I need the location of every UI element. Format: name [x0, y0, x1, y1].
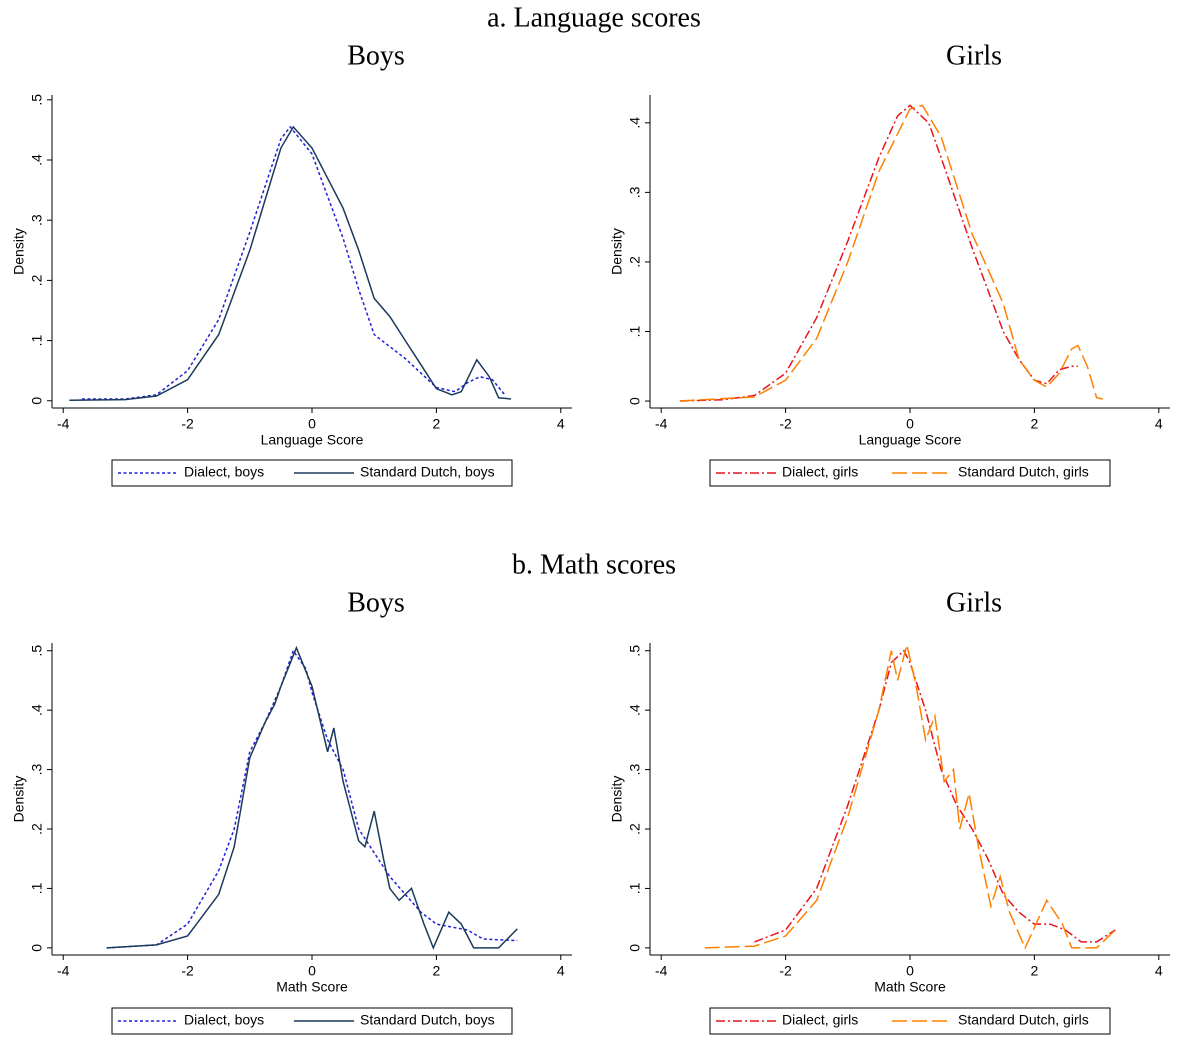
y-tick-label: .4: [29, 154, 45, 166]
y-tick-label: .5: [29, 645, 45, 657]
panel: Girls 0 .1 .2 .3 .4 .5 -4 -2 0 2 4 Math Score Density…: [609, 587, 1170, 1035]
x-tick-label: 0: [308, 416, 316, 432]
legend-label: Standard Dutch, girls: [958, 464, 1089, 480]
legend-label: Dialect, boys: [184, 464, 264, 480]
x-tick-label: -2: [779, 963, 792, 979]
panel-title: Girls: [946, 587, 1002, 618]
y-tick-label: .3: [627, 186, 643, 198]
y-tick-label: .3: [627, 764, 643, 776]
y-tick-label: .3: [29, 214, 45, 226]
x-axis-label: Language Score: [859, 432, 962, 448]
y-tick-label: .2: [627, 823, 643, 835]
density-line: [106, 645, 518, 950]
legend-label: Dialect, girls: [782, 464, 858, 480]
legend-label: Dialect, boys: [184, 1012, 264, 1028]
x-tick-label: 2: [433, 963, 441, 979]
y-tick-label: .4: [29, 704, 45, 716]
y-tick-label: 0: [29, 944, 45, 952]
y-tick-label: .5: [627, 645, 643, 657]
x-tick-label: -4: [57, 963, 70, 979]
y-tick-label: .1: [627, 325, 643, 337]
y-tick-label: 0: [627, 944, 643, 952]
x-tick-label: -4: [57, 416, 70, 432]
y-axis-label: Density: [609, 776, 625, 823]
legend-label: Standard Dutch, boys: [360, 1012, 495, 1028]
x-tick-label: 2: [1031, 416, 1039, 432]
density-line: [69, 125, 512, 401]
density-line: [106, 649, 518, 949]
x-tick-label: 4: [1155, 963, 1163, 979]
y-tick-label: .2: [29, 274, 45, 286]
x-tick-label: 0: [906, 963, 914, 979]
panel-title: Boys: [347, 587, 405, 618]
y-tick-label: .5: [29, 94, 45, 106]
y-tick-label: .4: [627, 704, 643, 716]
x-tick-label: 4: [557, 416, 565, 432]
y-axis-label: Density: [609, 228, 625, 275]
x-tick-label: 4: [1155, 416, 1163, 432]
x-axis-label: Math Score: [276, 979, 348, 995]
x-tick-label: -2: [181, 963, 194, 979]
x-axis-label: Language Score: [261, 432, 364, 448]
panel: Boys 0 .1 .2 .3 .4 .5 -4 -2 0 2 4 Language Score Dens…: [11, 40, 572, 487]
panel: Boys 0 .1 .2 .3 .4 .5 -4 -2 0 2 4 Math Score Density D…: [11, 587, 572, 1035]
density-line: [704, 644, 1116, 950]
legend-label: Dialect, girls: [782, 1012, 858, 1028]
panel-title: Girls: [946, 40, 1002, 71]
density-line: [81, 125, 506, 400]
x-tick-label: 4: [557, 963, 565, 979]
x-tick-label: 0: [308, 963, 316, 979]
y-tick-label: .3: [29, 764, 45, 776]
y-axis-label: Density: [11, 776, 27, 823]
density-line: [679, 104, 1103, 402]
y-tick-label: .4: [627, 117, 643, 129]
legend-label: Standard Dutch, boys: [360, 464, 495, 480]
y-tick-label: .1: [29, 335, 45, 347]
legend-label: Standard Dutch, girls: [958, 1012, 1089, 1028]
x-tick-label: -2: [181, 416, 194, 432]
x-axis-label: Math Score: [874, 979, 946, 995]
y-tick-label: .1: [29, 882, 45, 894]
x-tick-label: -4: [655, 963, 668, 979]
x-tick-label: -4: [655, 416, 668, 432]
y-axis-label: Density: [11, 228, 27, 275]
x-tick-label: 2: [1031, 963, 1039, 979]
y-tick-label: 0: [29, 397, 45, 405]
x-tick-label: 0: [906, 416, 914, 432]
section-title: a. Language scores: [487, 2, 701, 33]
y-tick-label: .1: [627, 882, 643, 894]
y-tick-label: .2: [627, 256, 643, 268]
density-line: [754, 649, 1116, 943]
y-tick-label: 0: [627, 397, 643, 405]
section-title: b. Math scores: [512, 549, 676, 580]
x-tick-label: -2: [779, 416, 792, 432]
y-tick-label: .2: [29, 823, 45, 835]
legend-box: [709, 459, 1111, 487]
x-tick-label: 2: [433, 416, 441, 432]
panel: Girls 0 .1 .2 .3 .4 -4 -2 0 2 4 Language Score Densi…: [609, 40, 1170, 487]
legend-box: [709, 1007, 1111, 1035]
panel-title: Boys: [347, 40, 405, 71]
